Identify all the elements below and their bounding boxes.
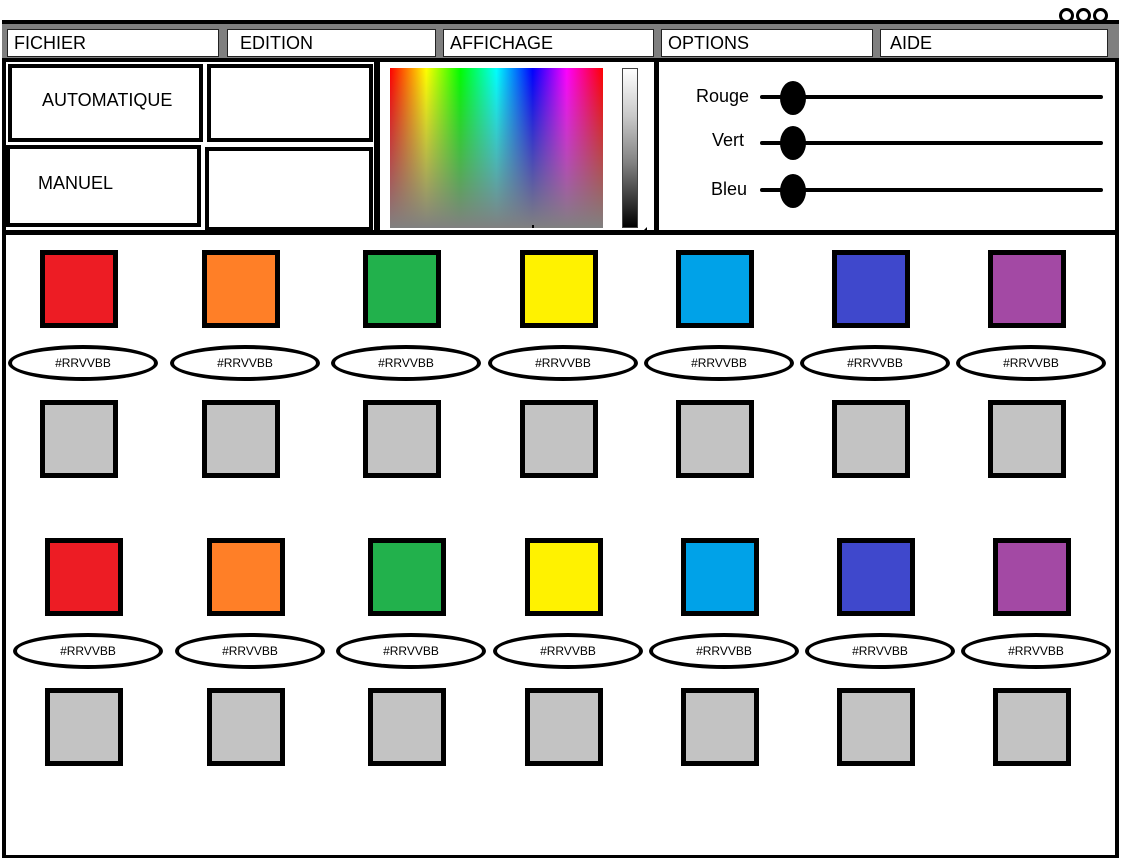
hex-input[interactable]: #RRVVBB [800,345,950,381]
menu-affichage[interactable]: AFFICHAGE [443,29,654,57]
maximize-icon[interactable] [1076,8,1091,23]
color-swatch[interactable] [520,250,598,328]
manual-preview [205,147,373,231]
hex-input[interactable]: #RRVVBB [644,345,794,381]
green-slider-track[interactable] [760,141,1103,145]
color-swatch[interactable] [45,538,123,616]
custom-color-slot[interactable] [676,400,754,478]
close-icon[interactable] [1093,8,1108,23]
crosshair-icon[interactable] [527,220,539,232]
red-slider-knob[interactable] [780,81,806,115]
hex-input[interactable]: #RRVVBB [175,633,325,669]
color-swatch[interactable] [40,250,118,328]
automatic-preview [207,64,373,142]
color-swatch[interactable] [368,538,446,616]
hex-input[interactable]: #RRVVBB [488,345,638,381]
toolbar-separator [654,62,659,232]
hex-input[interactable]: #RRVVBB [649,633,799,669]
blue-slider-knob[interactable] [780,174,806,208]
hex-input[interactable]: #RRVVBB [805,633,955,669]
toolbar-separator [374,62,380,232]
red-slider-track[interactable] [760,95,1103,99]
custom-color-slot[interactable] [520,400,598,478]
color-swatch[interactable] [525,538,603,616]
color-swatch[interactable] [993,538,1071,616]
menu-options[interactable]: OPTIONS [661,29,873,57]
custom-color-slot[interactable] [525,688,603,766]
custom-color-slot[interactable] [832,400,910,478]
hex-input[interactable]: #RRVVBB [961,633,1111,669]
green-slider-knob[interactable] [780,126,806,160]
automatic-button[interactable]: AUTOMATIQUE [8,64,203,142]
menu-bar: FICHIER EDITION AFFICHAGE OPTIONS AIDE [2,24,1119,62]
blue-slider-track[interactable] [760,188,1103,192]
hex-input[interactable]: #RRVVBB [956,345,1106,381]
color-swatch[interactable] [988,250,1066,328]
custom-color-slot[interactable] [207,688,285,766]
menu-edition[interactable]: EDITION [227,29,436,57]
luminance-pointer-icon[interactable] [640,221,647,234]
hex-input[interactable]: #RRVVBB [493,633,643,669]
custom-color-slot[interactable] [993,688,1071,766]
hex-input[interactable]: #RRVVBB [13,633,163,669]
hex-input[interactable]: #RRVVBB [331,345,481,381]
custom-color-slot[interactable] [988,400,1066,478]
menu-aide[interactable]: AIDE [880,29,1108,57]
automatic-label: AUTOMATIQUE [42,90,173,110]
menu-fichier[interactable]: FICHIER [7,29,219,57]
minimize-icon[interactable] [1059,8,1074,23]
custom-color-slot[interactable] [45,688,123,766]
custom-color-slot[interactable] [837,688,915,766]
hex-input[interactable]: #RRVVBB [8,345,158,381]
blue-slider-label: Bleu [710,179,747,199]
red-slider-label: Rouge [695,86,749,106]
color-spectrum[interactable] [390,68,603,228]
toolbar-divider [2,230,1119,235]
color-swatch[interactable] [681,538,759,616]
color-swatch[interactable] [207,538,285,616]
custom-color-slot[interactable] [681,688,759,766]
color-swatch[interactable] [832,250,910,328]
custom-color-slot[interactable] [40,400,118,478]
window-frame [2,20,1119,858]
color-swatch[interactable] [363,250,441,328]
custom-color-slot[interactable] [368,688,446,766]
color-swatch[interactable] [676,250,754,328]
color-swatch[interactable] [202,250,280,328]
manual-label: MANUEL [38,173,114,193]
custom-color-slot[interactable] [202,400,280,478]
green-slider-label: Vert [711,130,744,150]
manual-button[interactable]: MANUEL [6,145,201,227]
custom-color-slot[interactable] [363,400,441,478]
hex-input[interactable]: #RRVVBB [336,633,486,669]
color-swatch[interactable] [837,538,915,616]
hex-input[interactable]: #RRVVBB [170,345,320,381]
luminance-bar[interactable] [622,68,638,228]
